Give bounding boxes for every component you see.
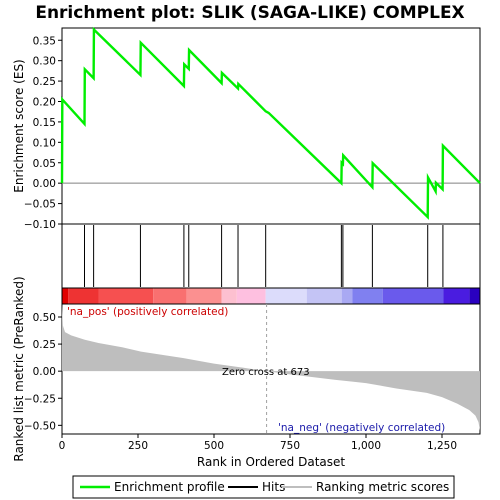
legend-label-enrichment-profile: Enrichment profile — [114, 480, 225, 494]
x-tick-label: 250 — [128, 440, 148, 452]
legend-label-ranking-metric: Ranking metric scores — [316, 480, 449, 494]
x-tick-label: 1,250 — [427, 440, 457, 452]
es-y-tick-label: 0.10 — [33, 137, 56, 149]
es-y-tick-label: 0.00 — [33, 178, 56, 190]
color-bar-segment — [98, 288, 154, 304]
color-bar-segment — [68, 288, 99, 304]
es-y-tick-label: −0.10 — [24, 219, 56, 231]
color-bar-segment — [469, 288, 480, 304]
metric-x-ticks: 0 250 500 750 1,000 1,250 — [59, 434, 457, 452]
color-bar-segment — [62, 288, 69, 304]
x-axis-label: Rank in Ordered Dataset — [197, 455, 345, 469]
hits-panel — [61, 223, 481, 289]
es-y-axis-label: Enrichment score (ES) — [12, 59, 26, 192]
zero-cross-label: Zero cross at 673 — [222, 367, 310, 378]
es-plot-frame — [61, 27, 481, 225]
color-bar-segment — [306, 288, 342, 304]
legend-frame — [72, 475, 455, 499]
color-bar-segment — [352, 288, 383, 304]
x-tick-label: 750 — [280, 440, 300, 452]
metric-panel: −0.50 −0.25 0.00 0.25 0.50 0 250 500 750 1,000 1,… — [24, 303, 481, 452]
color-bar-segment — [236, 288, 266, 304]
legend-label-hits: Hits — [262, 480, 285, 494]
x-tick-label: 500 — [204, 440, 224, 452]
metric-y-axis-label: Ranked list metric (PreRanked) — [12, 276, 26, 461]
chart-title: Enrichment plot: SLIK (SAGA-LIKE) COMPLE… — [35, 3, 464, 23]
metric-y-tick-label: 0.50 — [33, 312, 56, 324]
es-y-ticks: −0.10 −0.05 0.00 0.05 0.10 0.15 0.20 0.25 0.30 0.… — [24, 35, 62, 231]
positive-correlated-label: 'na_pos' (positively correlated) — [67, 306, 228, 318]
color-bar-segment — [382, 288, 444, 304]
es-y-tick-label: −0.05 — [24, 199, 56, 211]
es-y-tick-label: 0.20 — [33, 97, 56, 109]
ranking-color-bar — [62, 288, 480, 304]
color-bar-segment — [221, 288, 237, 304]
color-bar-segment — [265, 288, 307, 304]
negative-correlated-label: 'na_neg' (negatively correlated) — [278, 422, 445, 434]
color-bar-segment — [186, 288, 222, 304]
es-panel: −0.10 −0.05 0.00 0.05 0.10 0.15 0.20 0.25 0.30 0.… — [24, 26, 481, 231]
es-y-tick-label: 0.25 — [33, 76, 56, 88]
color-bar-segment — [443, 288, 470, 304]
metric-y-ticks: −0.50 −0.25 0.00 0.25 0.50 — [24, 312, 62, 432]
x-tick-label: 0 — [59, 440, 66, 452]
es-y-tick-label: 0.15 — [33, 117, 56, 129]
metric-y-tick-label: 0.25 — [33, 339, 56, 351]
color-bar-segment — [153, 288, 187, 304]
es-y-tick-label: 0.30 — [33, 56, 56, 68]
legend: Enrichment profile Hits Ranking metric s… — [72, 475, 455, 499]
color-bar-segment — [341, 288, 353, 304]
es-y-tick-label: 0.05 — [33, 158, 56, 170]
hit-markers — [83, 225, 444, 287]
enrichment-profile-line — [60, 26, 481, 220]
hits-frame — [61, 223, 481, 289]
es-y-tick-label: 0.35 — [33, 35, 56, 47]
x-tick-label: 1,000 — [351, 440, 381, 452]
metric-y-tick-label: 0.00 — [33, 366, 56, 378]
metric-y-tick-label: −0.50 — [24, 420, 56, 432]
ranking-metric-area — [62, 304, 480, 431]
metric-y-tick-label: −0.25 — [24, 393, 56, 405]
